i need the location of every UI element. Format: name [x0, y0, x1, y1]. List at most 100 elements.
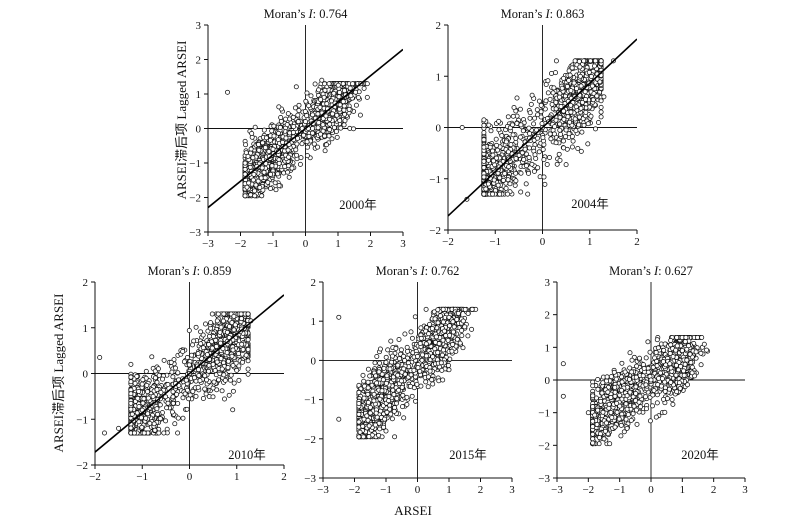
data-point [247, 164, 253, 170]
y-tick-label: 2 [196, 55, 202, 67]
data-point [329, 136, 335, 142]
data-point [163, 394, 169, 400]
data-point [262, 145, 268, 151]
data-point [209, 345, 215, 351]
data-point [563, 134, 568, 140]
data-point [242, 193, 248, 199]
data-point [239, 316, 244, 322]
data-point [140, 400, 146, 406]
y-tick-label: 2 [436, 20, 442, 32]
data-point [154, 379, 160, 385]
data-point [193, 393, 199, 399]
data-point [348, 93, 354, 99]
data-point [256, 147, 262, 153]
data-point [357, 112, 363, 118]
data-point [269, 163, 275, 169]
data-point [598, 58, 604, 64]
data-point [569, 144, 575, 150]
data-point [141, 430, 147, 436]
data-point [157, 402, 163, 408]
data-point [156, 372, 162, 378]
data-point [170, 400, 176, 406]
data-point [128, 406, 134, 412]
data-point [293, 84, 299, 90]
data-point [200, 332, 206, 338]
data-point [190, 342, 195, 348]
data-point [224, 329, 230, 335]
data-point [583, 109, 589, 115]
data-point [561, 138, 566, 144]
data-point [198, 329, 204, 335]
data-point [229, 353, 235, 359]
data-point [296, 108, 302, 113]
data-point [578, 105, 584, 111]
data-point [545, 78, 551, 84]
data-point [481, 130, 487, 136]
data-point [304, 153, 310, 159]
data-point [243, 352, 249, 358]
data-point [488, 128, 494, 134]
data-point [270, 146, 276, 152]
data-point [231, 380, 237, 386]
y-tick-label: −1 [76, 414, 88, 426]
data-point [271, 133, 277, 139]
data-point [553, 58, 559, 64]
data-point [231, 313, 237, 319]
data-point [248, 150, 253, 156]
data-point [184, 355, 190, 360]
data-point [128, 400, 134, 406]
data-point [543, 98, 549, 104]
data-point [481, 137, 487, 143]
data-point [282, 164, 288, 169]
x-tick-label: 0 [540, 236, 546, 248]
data-point [257, 185, 263, 190]
data-point [385, 347, 391, 353]
data-point [164, 405, 170, 411]
data-point [152, 375, 158, 381]
data-point [334, 112, 340, 118]
data-point [134, 373, 140, 379]
data-point [321, 94, 327, 100]
data-point [322, 148, 328, 154]
data-point [165, 382, 171, 387]
data-point [527, 131, 533, 137]
regression-line [95, 294, 284, 453]
data-point [261, 127, 267, 133]
data-point [536, 98, 542, 104]
data-point [269, 128, 275, 134]
data-point [183, 377, 189, 383]
data-point [303, 119, 308, 125]
data-point [228, 377, 233, 383]
data-point [549, 71, 554, 76]
data-point [574, 86, 579, 92]
data-point [323, 113, 329, 119]
data-point [197, 378, 203, 384]
data-point [224, 350, 230, 356]
data-point [160, 376, 165, 382]
data-point [210, 361, 216, 367]
data-point [208, 320, 214, 326]
data-point [481, 174, 487, 180]
data-point [306, 103, 312, 109]
data-point [202, 386, 208, 392]
data-point [286, 154, 292, 160]
y-tick-label: 2 [83, 277, 89, 289]
data-point [491, 177, 497, 183]
data-point [220, 318, 226, 324]
data-point [491, 158, 496, 164]
data-point [337, 90, 343, 95]
data-point [266, 149, 272, 154]
data-point [129, 411, 135, 417]
data-point [570, 138, 576, 144]
data-point [186, 396, 192, 402]
data-point [136, 389, 142, 394]
y-tick-label: 1 [311, 316, 317, 328]
data-point [582, 97, 588, 102]
data-point [341, 107, 347, 113]
data-point [143, 415, 149, 421]
data-point [581, 58, 587, 64]
data-point [170, 394, 176, 400]
data-point [259, 165, 265, 171]
